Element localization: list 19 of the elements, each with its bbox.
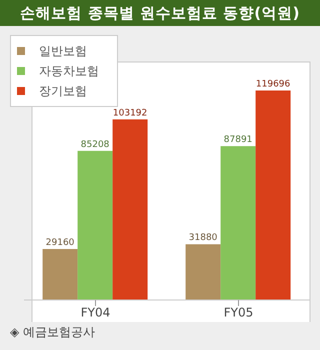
data-label: 29160 <box>46 238 75 248</box>
legend-label: 일반보험 <box>39 42 87 60</box>
bar <box>42 248 78 300</box>
x-tick-label: FY05 <box>224 306 254 320</box>
bar <box>186 244 221 300</box>
bar <box>112 119 148 300</box>
text: ◈ 예금보험공사 <box>10 324 96 341</box>
data-label: 119696 <box>256 79 291 90</box>
legend-label: 자동차보험 <box>39 62 99 80</box>
bar <box>256 90 291 300</box>
legend-label: 장기보험 <box>39 82 87 100</box>
bar <box>220 146 256 300</box>
chart-title: 손해보험 종목별 원수보험료 동향(억원) <box>0 0 320 26</box>
data-label: 31880 <box>188 233 218 244</box>
bar <box>78 150 113 300</box>
data-label: 87891 <box>224 135 252 146</box>
data-label: 85208 <box>80 140 110 150</box>
data-label: 103192 <box>112 108 148 118</box>
x-tick-label: FY04 <box>80 306 110 320</box>
